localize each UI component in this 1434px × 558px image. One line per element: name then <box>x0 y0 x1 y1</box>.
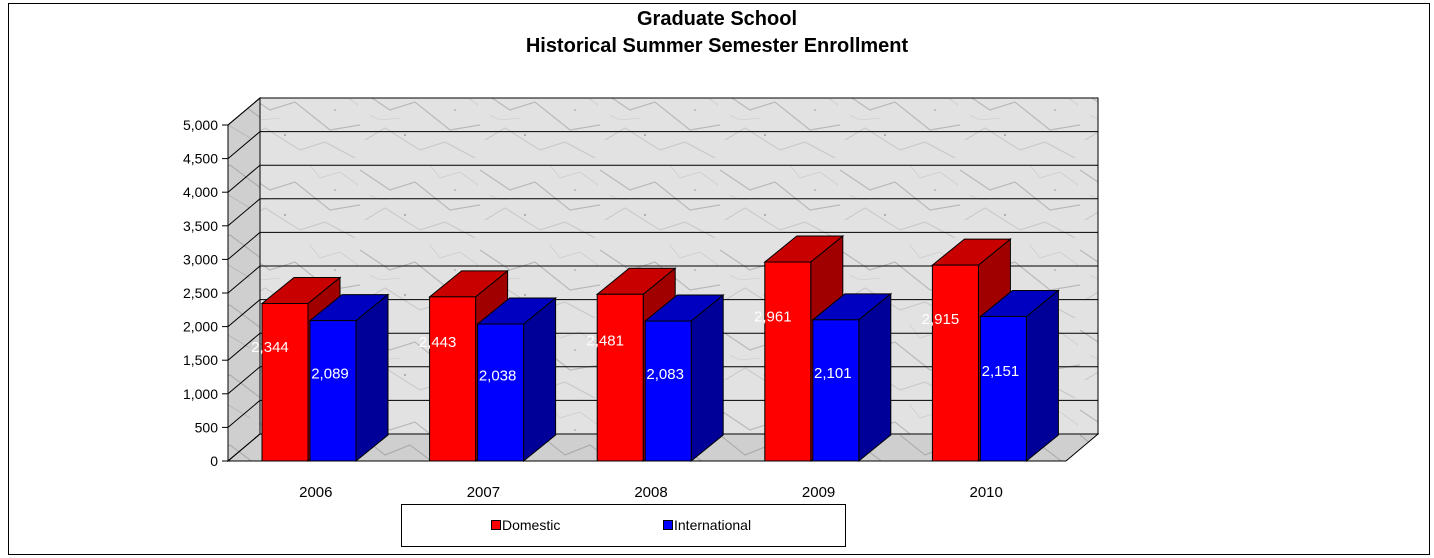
data-label: 2,481 <box>586 332 624 349</box>
bar-front <box>309 320 357 462</box>
bar-international-2010: 2,151 <box>978 289 1060 463</box>
data-label: 2,083 <box>646 366 684 383</box>
bar-side <box>355 293 389 463</box>
data-label: 2,344 <box>251 339 289 356</box>
gridline-side <box>227 433 261 462</box>
x-axis: 2006 2007 2008 2009 2010 <box>299 484 1003 501</box>
chart-legend: Domestic International <box>401 504 846 547</box>
y-tick-label: 2,500 <box>183 285 218 301</box>
y-tick-label: 4,500 <box>183 151 218 167</box>
legend-swatch-domestic <box>491 520 501 530</box>
y-tick-label: 3,500 <box>183 218 218 234</box>
x-tick-label: 2007 <box>467 484 500 501</box>
bar-front <box>764 261 812 462</box>
legend-label-international: International <box>674 517 752 533</box>
x-tick-label: 2006 <box>299 484 332 501</box>
x-tick-label: 2010 <box>970 484 1003 501</box>
bar-series: 2,344 2,089 2,443 2,038 2,481 2,083 2,961 2,101… <box>251 234 1060 463</box>
legend-label-domestic: Domestic <box>502 517 561 533</box>
bar-front <box>931 264 979 462</box>
data-label: 2,151 <box>982 363 1020 380</box>
data-label: 2,038 <box>479 368 517 385</box>
x-tick-label: 2009 <box>802 484 835 501</box>
bar-front <box>596 293 644 462</box>
gridline-side <box>227 332 261 361</box>
gridline-side <box>227 265 261 294</box>
bar-side <box>858 292 892 463</box>
legend-item-domestic: Domestic <box>491 517 560 533</box>
chart-subtitle: Historical Summer Semester Enrollment <box>525 35 909 57</box>
legend-swatch-international <box>663 520 673 530</box>
y-axis: 0 500 1,000 1,500 2,000 2,500 3,000 3,500 4,000 4… <box>183 117 229 469</box>
gridline-side <box>227 198 261 227</box>
gridline-side <box>227 299 261 327</box>
gridline-side <box>227 232 261 260</box>
bar-side <box>523 296 557 463</box>
y-tick-label: 500 <box>195 419 219 435</box>
gridline-side <box>227 400 261 428</box>
x-tick-label: 2008 <box>634 484 667 501</box>
y-tick-label: 1,500 <box>183 352 218 368</box>
data-label: 2,101 <box>814 365 852 382</box>
y-tick-label: 0 <box>210 453 218 469</box>
legend-item-international: International <box>663 517 751 533</box>
gridline-side <box>227 131 261 159</box>
bar-front <box>477 323 525 462</box>
bar-international-2007: 2,038 <box>476 296 558 463</box>
gridline-side <box>227 164 261 193</box>
bar-international-2006: 2,089 <box>308 293 390 463</box>
y-tick-label: 2,000 <box>183 319 218 335</box>
bar-front <box>261 302 309 462</box>
bar-front <box>644 320 692 462</box>
data-label: 2,961 <box>754 309 792 326</box>
y-tick-label: 4,000 <box>183 184 218 200</box>
data-label: 2,089 <box>311 366 349 383</box>
y-tick-label: 1,000 <box>183 386 218 402</box>
bar-side <box>690 293 724 463</box>
y-tick-label: 3,000 <box>183 251 218 267</box>
bar-front <box>812 319 860 462</box>
gridline-side <box>227 366 261 395</box>
bar-front <box>429 296 477 462</box>
bar-international-2008: 2,083 <box>643 293 725 463</box>
data-label: 2,915 <box>922 311 960 328</box>
bar-international-2009: 2,101 <box>811 292 893 463</box>
y-tick-label: 5,000 <box>183 117 218 133</box>
bar-front <box>979 315 1027 462</box>
gridline-side <box>227 97 261 126</box>
bar-domestic-2009: 2,961 <box>754 234 845 463</box>
bar-side <box>1025 289 1059 463</box>
chart-title: Graduate School <box>636 8 798 30</box>
data-label: 2,443 <box>419 334 457 351</box>
